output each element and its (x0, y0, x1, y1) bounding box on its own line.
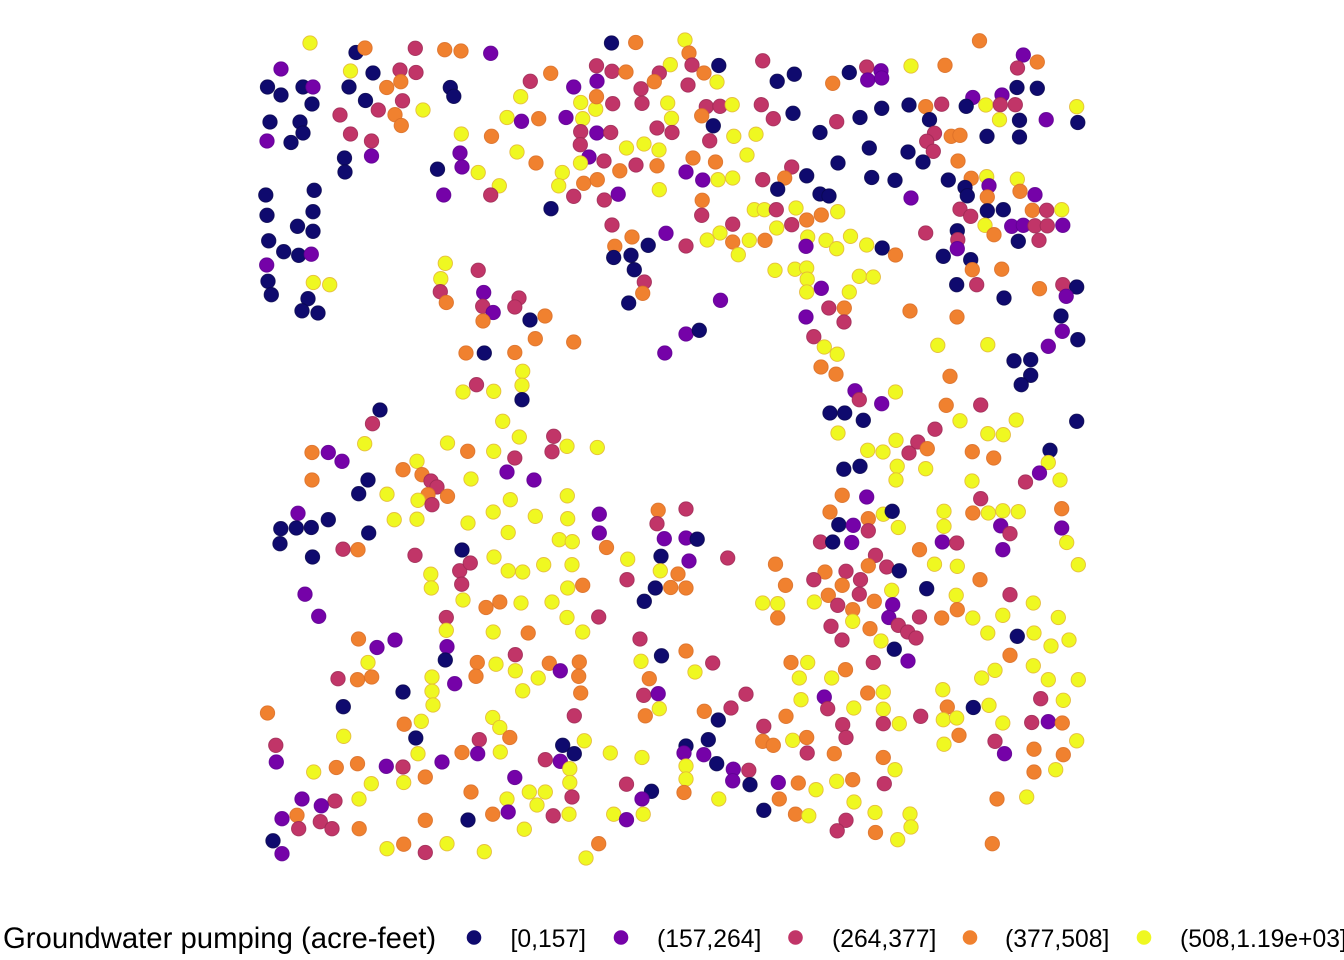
svg-text:[0,157]: [0,157] (511, 926, 587, 953)
svg-text:(264,377]: (264,377] (832, 926, 936, 953)
svg-text:(377,508]: (377,508] (1005, 926, 1109, 953)
svg-text:(508,1.19e+03]: (508,1.19e+03] (1180, 926, 1344, 953)
svg-text:(157,264]: (157,264] (657, 926, 761, 953)
svg-text:Groundwater pumping (acre-feet: Groundwater pumping (acre-feet) (3, 922, 436, 955)
